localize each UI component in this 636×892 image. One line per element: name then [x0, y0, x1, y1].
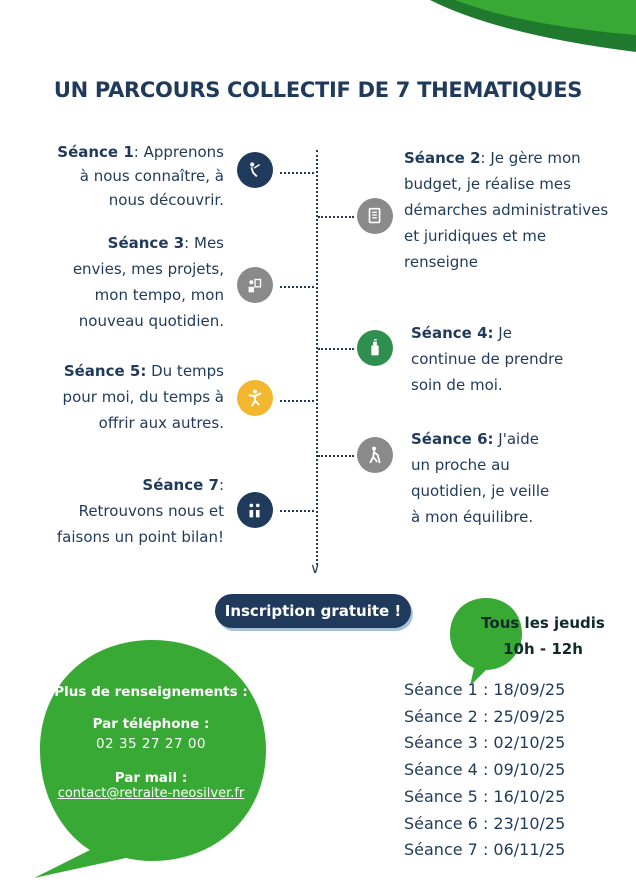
person-board-icon — [237, 267, 273, 303]
connector-dots — [318, 348, 354, 350]
contact-bubble — [34, 640, 266, 878]
date-item: Séance 1 : 18/09/25 — [404, 680, 566, 699]
date-item: Séance 4 : 09/10/25 — [404, 760, 566, 780]
date-item: Séance 6 : 23/10/25 — [404, 813, 566, 833]
ribbon-person-icon — [237, 152, 273, 188]
date-item: Séance 5 : 16/10/25 — [404, 786, 566, 806]
schedule-bubble — [450, 598, 522, 686]
dates-list: Séance 1 : 18/09/25 Séance 2 : 25/09/25 … — [404, 677, 565, 864]
session-label: Séance 3 — [107, 234, 185, 252]
session-text: renseigne — [404, 253, 479, 271]
session-text: Mes — [194, 234, 224, 252]
dancing-person-icon — [237, 380, 273, 416]
session-separator: : — [480, 149, 491, 167]
date-item: Séance 3 : 02/10/25 — [404, 733, 566, 753]
page-title: UN PARCOURS COLLECTIF DE 7 THEMATIQUES — [53, 78, 583, 102]
session-text: envies, mes projets, — [72, 260, 224, 278]
session-label: Séance 1 — [57, 143, 134, 161]
session-text: pour moi, du temps à — [62, 388, 224, 406]
lotion-bottle-icon — [357, 330, 393, 366]
session-2: Séance 2: Je gère mon budget, je réalise… — [404, 145, 634, 275]
phone-label: Par téléphone : — [92, 716, 210, 732]
session-text: soin de moi. — [411, 376, 503, 394]
date-item: Séance 2 : 25/09/25 — [404, 706, 566, 726]
inscription-badge: Inscription gratuite ! — [215, 594, 411, 628]
session-text: J'aide — [498, 430, 539, 448]
session-text: un proche au — [411, 456, 510, 474]
session-separator: : — [184, 234, 194, 252]
session-text: démarches administratives — [404, 201, 609, 219]
session-text: Je — [498, 324, 512, 342]
session-4: Séance 4: Je continue de prendre soin de… — [411, 320, 611, 398]
session-text: Je gère mon — [490, 149, 581, 167]
session-text: quotidien, je veille — [411, 482, 550, 500]
connector-dots — [280, 400, 314, 402]
contact-heading: Plus de renseignements : — [54, 684, 248, 700]
session-5: Séance 5: Du temps pour moi, du temps à … — [24, 358, 224, 436]
walking-cane-icon — [357, 437, 393, 473]
session-separator: : — [133, 143, 144, 161]
date-item: Séance 7 : 06/11/25 — [404, 840, 566, 860]
connector-dots — [318, 455, 354, 457]
session-text: à mon équilibre. — [411, 508, 534, 526]
session-text: Du temps — [151, 362, 224, 380]
timeline-line — [316, 150, 318, 565]
connector-dots — [318, 216, 354, 218]
session-label: Séance 5: — [63, 362, 147, 380]
session-label: Séance 7 — [142, 476, 219, 494]
corner-wave-decoration — [430, 0, 636, 52]
mail-link[interactable]: contact@retraite-neosilver.fr — [57, 786, 245, 801]
session-text: à nous connaître, à — [79, 167, 224, 185]
session-text: faisons un point bilan! — [56, 528, 224, 546]
session-7: Séance 7: Retrouvons nous et faisons un … — [24, 472, 224, 550]
mail-label: Par mail : — [114, 770, 188, 786]
schedule-text: Tous les jeudis 10h - 12h — [468, 610, 618, 662]
session-text: Retrouvons nous et — [78, 502, 224, 520]
schedule-time: 10h - 12h — [503, 640, 583, 658]
session-text: Apprenons — [143, 143, 224, 161]
two-people-icon — [237, 492, 273, 528]
session-1: Séance 1: Apprenons à nous connaître, à … — [24, 140, 224, 212]
session-text: et juridiques et me — [404, 227, 547, 245]
session-3: Séance 3: Mes envies, mes projets, mon t… — [24, 230, 224, 334]
connector-dots — [280, 172, 314, 174]
contact-info: Plus de renseignements : Par téléphone :… — [38, 684, 264, 801]
session-text: budget, je réalise mes — [404, 175, 571, 193]
session-label: Séance 6: — [411, 430, 494, 448]
session-6: Séance 6: J'aide un proche au quotidien,… — [411, 426, 611, 530]
schedule-day: Tous les jeudis — [481, 614, 605, 632]
connector-dots — [280, 510, 314, 512]
document-list-icon — [357, 198, 393, 234]
session-text: nouveau quotidien. — [78, 312, 224, 330]
session-separator: : — [218, 476, 224, 494]
connector-dots — [280, 286, 314, 288]
phone-number[interactable]: 02 35 27 27 00 — [95, 736, 207, 752]
session-label: Séance 2 — [404, 149, 481, 167]
session-text: offrir aux autres. — [98, 414, 224, 432]
chevron-down-icon: ∨ — [310, 561, 321, 577]
session-text: nous découvrir. — [108, 191, 224, 209]
session-label: Séance 4: — [411, 324, 494, 342]
session-text: mon tempo, mon — [94, 286, 224, 304]
session-text: continue de prendre — [411, 350, 564, 368]
